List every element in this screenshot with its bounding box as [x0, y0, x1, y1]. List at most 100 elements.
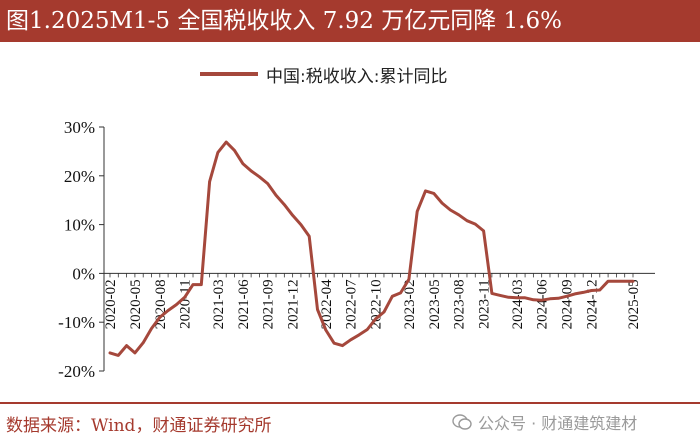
data-point	[565, 295, 568, 298]
data-point	[158, 316, 161, 319]
data-point	[225, 140, 228, 144]
data-point	[391, 295, 394, 298]
data-point	[117, 354, 120, 357]
data-point	[108, 351, 112, 355]
data-point	[449, 208, 452, 212]
y-tick-label: -20%	[58, 362, 95, 381]
data-point	[573, 292, 577, 296]
x-tick-label: 2024-12	[584, 279, 600, 329]
data-point	[623, 280, 626, 283]
data-point	[274, 194, 278, 197]
data-point	[291, 214, 294, 217]
x-tick-label: 2022-04	[319, 279, 335, 329]
data-point	[266, 182, 269, 185]
data-point	[457, 213, 460, 216]
x-tick-label: 2022-07	[344, 279, 360, 329]
data-point	[424, 189, 427, 193]
data-point	[316, 308, 319, 311]
title-bar: 图1.2025M1-5 全国税收收入 7.92 万亿元同降 1.6%	[0, 0, 700, 42]
data-point	[133, 351, 137, 355]
source-note: 数据来源：Wind，财通证券研究所	[6, 416, 272, 436]
footer-rule	[0, 402, 700, 404]
legend-label: 中国:税收收入:累计同比	[266, 66, 448, 87]
series-line	[108, 140, 635, 357]
data-point	[615, 280, 618, 283]
legend: 中国:税收收入:累计同比	[200, 62, 448, 87]
data-point	[440, 201, 444, 205]
data-point	[142, 341, 145, 344]
y-tick-label: -10%	[58, 313, 95, 332]
data-point	[590, 289, 593, 292]
data-point	[382, 310, 386, 314]
data-point	[308, 235, 311, 238]
data-point	[175, 303, 178, 306]
chart-title: 图1.2025M1-5 全国税收收入 7.92 万亿元同降 1.6%	[6, 8, 562, 34]
data-point	[299, 223, 303, 226]
data-point	[374, 317, 377, 320]
data-point	[548, 297, 552, 300]
x-tick-label: 2021-03	[211, 279, 227, 329]
data-point	[490, 292, 494, 295]
x-tick-label: 2020-08	[153, 279, 169, 329]
x-tick-label: 2020-05	[128, 279, 144, 329]
data-point	[341, 344, 344, 347]
watermark: 公众号 · 财通建筑建材	[452, 410, 637, 434]
x-tick-label: 2021-06	[236, 279, 252, 329]
x-tick-label: 2023-05	[427, 279, 443, 329]
x-tick-label: 2020-02	[103, 279, 119, 329]
x-tick-label: 2023-11	[477, 279, 493, 328]
data-point	[233, 149, 236, 152]
x-tick-label: 2025-05	[626, 279, 642, 329]
data-point	[216, 151, 220, 154]
data-point	[499, 294, 502, 297]
data-point	[183, 296, 186, 299]
y-tick-label: 20%	[64, 167, 95, 186]
x-tick-label: 2023-02	[402, 279, 418, 329]
x-tick-label: 2021-12	[286, 279, 302, 329]
data-point	[482, 229, 485, 233]
data-point	[582, 291, 585, 294]
data-point	[523, 296, 527, 299]
data-point	[166, 309, 170, 312]
data-point	[399, 291, 402, 295]
data-point	[324, 328, 327, 332]
data-point	[241, 162, 244, 165]
x-tick-label: 2023-08	[452, 279, 468, 329]
x-tick-label: 2024-09	[560, 279, 576, 329]
wechat-icon	[452, 414, 472, 430]
data-point	[540, 299, 543, 302]
data-point	[606, 280, 610, 283]
data-point	[208, 180, 211, 183]
data-point	[332, 342, 336, 345]
data-point	[557, 297, 560, 300]
data-point	[507, 296, 510, 299]
data-point	[258, 175, 261, 178]
data-point	[407, 278, 411, 281]
x-tick-label: 2022-10	[369, 279, 385, 329]
data-point	[349, 338, 352, 341]
data-point	[515, 296, 518, 299]
data-point	[357, 333, 361, 337]
data-point	[150, 327, 153, 330]
y-tick-label: 10%	[64, 216, 95, 235]
data-point	[125, 344, 128, 347]
data-point	[200, 283, 203, 286]
data-point	[465, 219, 469, 222]
data-point	[283, 203, 286, 206]
legend-line-swatch	[200, 72, 258, 76]
data-point	[598, 288, 601, 292]
data-point	[474, 222, 477, 226]
y-tick-label: 0%	[72, 264, 95, 283]
data-point	[191, 283, 195, 286]
data-point	[532, 298, 535, 301]
data-point	[249, 169, 253, 173]
data-point	[416, 210, 419, 213]
data-point	[366, 328, 369, 331]
data-point	[631, 280, 635, 283]
x-tick-label: 2024-06	[535, 279, 551, 329]
y-tick-label: 30%	[64, 118, 95, 137]
data-point	[432, 192, 435, 195]
x-tick-label: 2021-09	[261, 279, 277, 329]
x-tick-label: 2024-03	[510, 279, 526, 329]
